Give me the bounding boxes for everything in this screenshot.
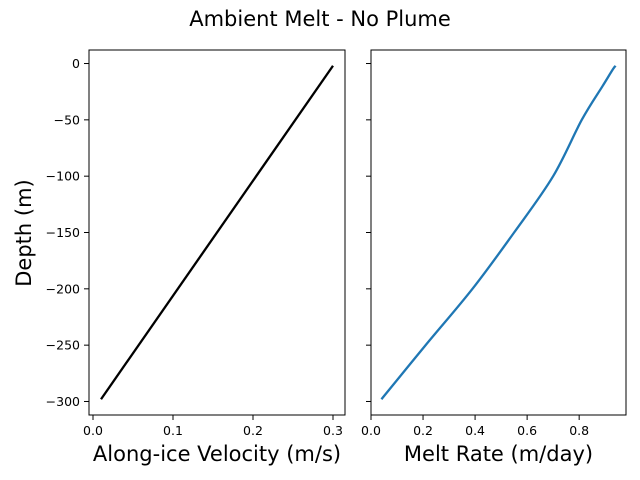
melt-rate-x-axis-label: Melt Rate (m/day) xyxy=(404,442,593,466)
x-tick-label: 0.4 xyxy=(465,423,485,438)
melt-rate-subplot: 0.0 0.2 0.4 0.6 0.8 Melt Rate (m/day) xyxy=(361,49,627,466)
y-tick-label: −150 xyxy=(46,225,80,240)
y-tick-label: −250 xyxy=(46,338,80,353)
y-tick-label: −50 xyxy=(54,112,80,127)
x-tick-label: 0.2 xyxy=(413,423,433,438)
velocity-subplot: 0.0 0.1 0.2 0.3 0 −50 −100 −150 −200 −250 −300 Alon… xyxy=(46,49,346,466)
x-tick-label: 0.0 xyxy=(83,423,103,438)
figure-title: Ambient Melt - No Plume xyxy=(189,7,451,31)
y-tick-label: 0 xyxy=(72,56,80,71)
y-tick-label: −100 xyxy=(46,169,80,184)
x-tick-label: 0.1 xyxy=(163,423,183,438)
velocity-series-line xyxy=(100,65,334,400)
x-tick-label: 0.2 xyxy=(243,423,263,438)
x-tick-label: 0.8 xyxy=(569,423,589,438)
melt-rate-axes-frame xyxy=(370,49,627,416)
x-tick-label: 0.6 xyxy=(517,423,537,438)
x-tick-label: 0.3 xyxy=(323,423,343,438)
melt-rate-series-line xyxy=(380,65,617,400)
velocity-x-axis-label: Along-ice Velocity (m/s) xyxy=(93,442,341,466)
y-tick-label: −200 xyxy=(46,281,80,296)
y-tick-label: −300 xyxy=(46,394,80,409)
x-tick-label: 0.0 xyxy=(361,423,381,438)
y-axis-label: Depth (m) xyxy=(12,179,36,286)
